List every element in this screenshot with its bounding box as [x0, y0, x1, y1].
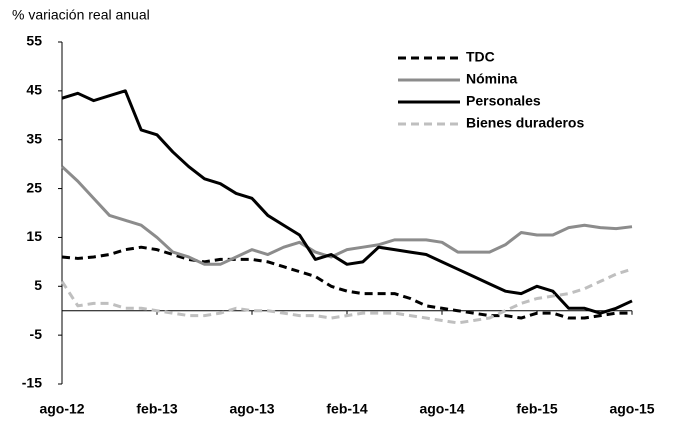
y-axis-label: % variación real anual	[12, 7, 150, 23]
y-tick-label: 25	[26, 179, 42, 195]
y-tick-label: 55	[26, 33, 42, 49]
x-tick-label: ago-15	[609, 401, 654, 417]
legend-label: Personales	[466, 93, 541, 109]
y-tick-label: -5	[30, 326, 43, 342]
x-tick-label: feb-14	[326, 401, 367, 417]
x-tick-label: feb-15	[516, 401, 557, 417]
series-line	[61, 245, 632, 320]
y-tick-label: 5	[34, 277, 42, 293]
y-tick-label: 15	[26, 228, 42, 244]
series-line	[60, 165, 633, 266]
x-tick-label: ago-13	[229, 401, 274, 417]
x-tick-label: ago-12	[39, 401, 84, 417]
legend-label: Bienes duraderos	[466, 115, 584, 131]
y-tick-label: 45	[26, 82, 42, 98]
x-tick-label: feb-13	[136, 401, 177, 417]
legend-label: TDC	[466, 49, 495, 65]
series-line	[61, 89, 633, 315]
legend-label: Nómina	[466, 71, 518, 87]
x-tick-label: ago-14	[419, 401, 464, 417]
y-tick-label: 35	[26, 130, 42, 146]
series-line	[60, 267, 633, 325]
y-tick-label: -15	[22, 375, 42, 391]
